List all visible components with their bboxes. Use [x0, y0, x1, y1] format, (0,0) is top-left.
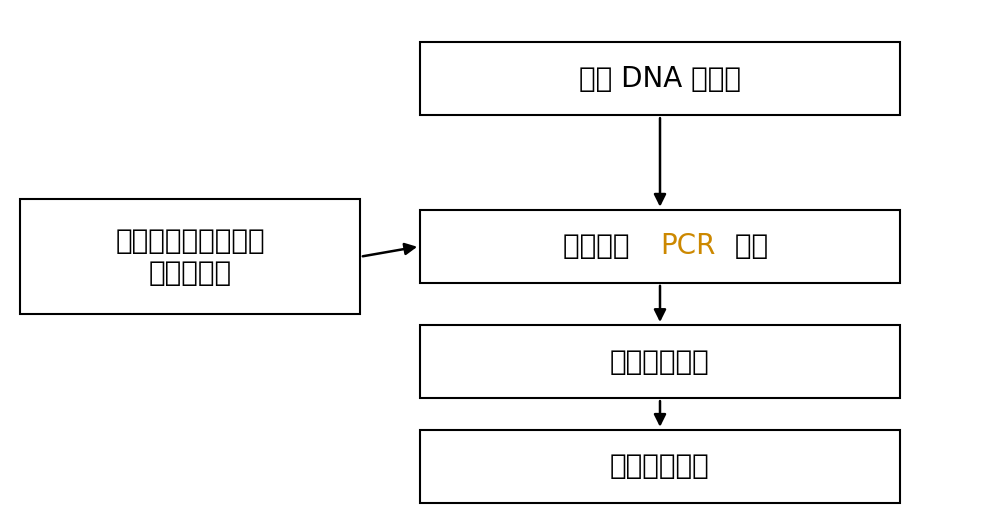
FancyBboxPatch shape: [420, 42, 900, 115]
Text: PCR: PCR: [660, 232, 715, 260]
Text: 荧光定量: 荧光定量: [563, 232, 638, 260]
FancyBboxPatch shape: [420, 430, 900, 503]
Text: 荧光信号分析: 荧光信号分析: [610, 347, 710, 376]
Text: 样品 DNA 的提取: 样品 DNA 的提取: [579, 64, 741, 93]
FancyBboxPatch shape: [420, 210, 900, 283]
Text: 检测: 检测: [726, 232, 769, 260]
Text: 获得检测结果: 获得检测结果: [610, 452, 710, 481]
FancyBboxPatch shape: [420, 325, 900, 398]
Text: 引物和分子信号探针
设计与合成: 引物和分子信号探针 设计与合成: [115, 226, 265, 287]
FancyBboxPatch shape: [20, 199, 360, 314]
